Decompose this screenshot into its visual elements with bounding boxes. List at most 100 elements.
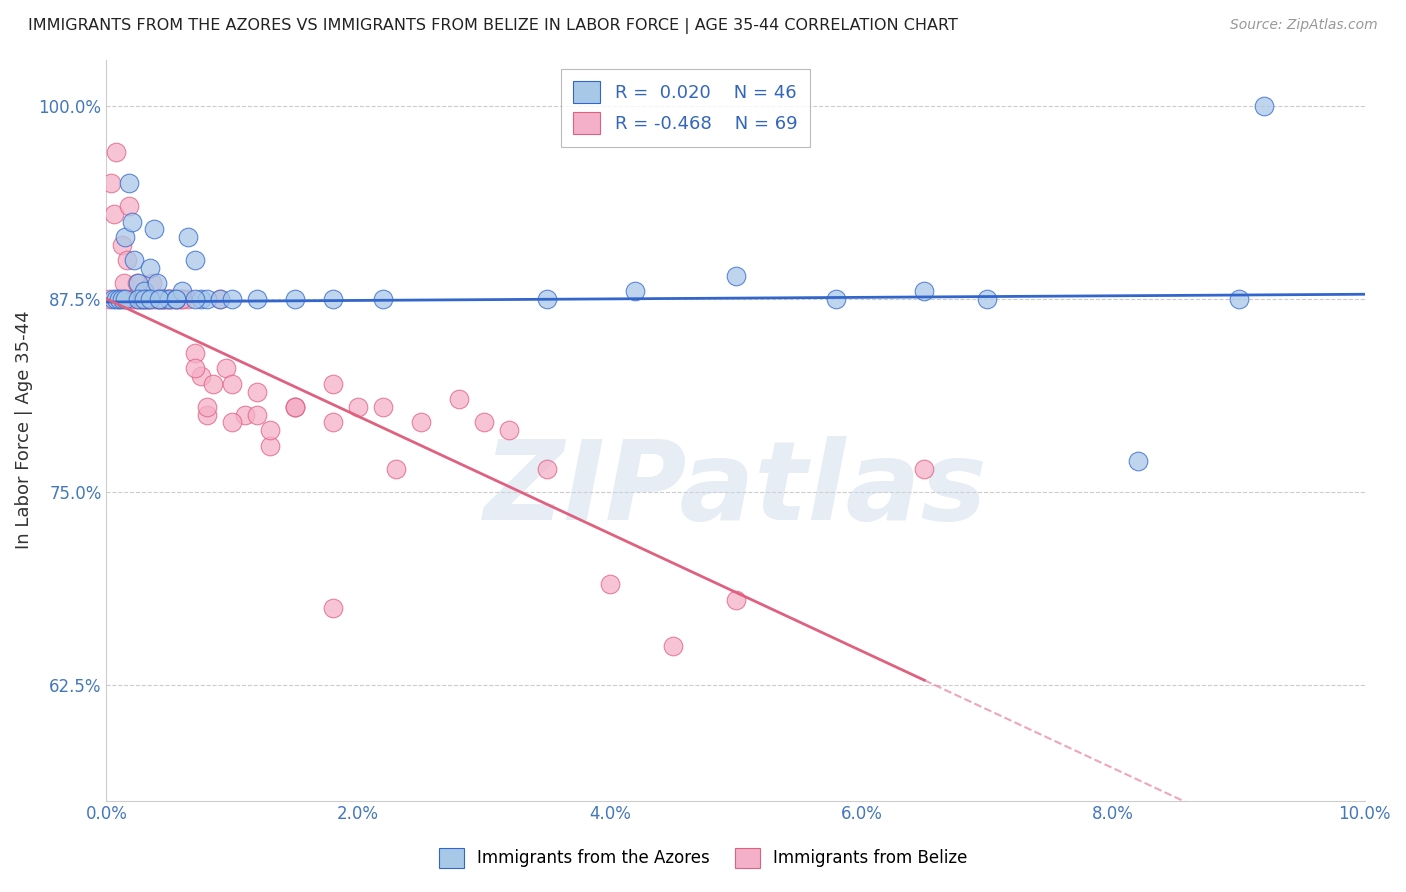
Point — [373, 400, 395, 414]
Point — [127, 292, 149, 306]
Point — [138, 292, 160, 306]
Point — [215, 361, 238, 376]
Point — [322, 292, 344, 306]
Point — [195, 292, 218, 306]
Point — [195, 400, 218, 414]
Point — [148, 292, 170, 306]
Point — [156, 292, 179, 306]
Point — [170, 292, 193, 306]
Text: ZIPatlas: ZIPatlas — [484, 436, 987, 543]
Point — [246, 292, 269, 306]
Point — [472, 416, 495, 430]
Point — [134, 292, 156, 306]
Point — [145, 277, 167, 291]
Point — [160, 292, 183, 306]
Point — [183, 346, 205, 360]
Point — [976, 292, 998, 306]
Point — [131, 292, 153, 306]
Point — [135, 292, 157, 306]
Point — [112, 277, 135, 291]
Point — [134, 292, 156, 306]
Point — [536, 461, 558, 475]
Point — [141, 277, 163, 291]
Point — [165, 292, 187, 306]
Point — [208, 292, 231, 306]
Point — [170, 284, 193, 298]
Point — [127, 292, 149, 306]
Point — [157, 292, 180, 306]
Point — [110, 292, 132, 306]
Point — [385, 461, 408, 475]
Point — [208, 292, 231, 306]
Point — [233, 408, 256, 422]
Point — [322, 600, 344, 615]
Point — [115, 253, 138, 268]
Point — [143, 222, 166, 236]
Point — [912, 284, 935, 298]
Point — [246, 384, 269, 399]
Point — [183, 253, 205, 268]
Point — [118, 176, 141, 190]
Point — [536, 292, 558, 306]
Legend: R =  0.020    N = 46, R = -0.468    N = 69: R = 0.020 N = 46, R = -0.468 N = 69 — [561, 69, 810, 147]
Point — [190, 292, 212, 306]
Point — [128, 292, 150, 306]
Point — [148, 292, 170, 306]
Point — [170, 292, 193, 306]
Point — [1227, 292, 1250, 306]
Point — [202, 376, 225, 391]
Point — [139, 292, 162, 306]
Point — [284, 400, 307, 414]
Point — [157, 292, 180, 306]
Point — [100, 176, 122, 190]
Point — [108, 292, 131, 306]
Point — [139, 292, 162, 306]
Point — [121, 292, 143, 306]
Text: Source: ZipAtlas.com: Source: ZipAtlas.com — [1230, 18, 1378, 32]
Point — [134, 284, 156, 298]
Point — [148, 292, 170, 306]
Point — [825, 292, 848, 306]
Point — [221, 376, 243, 391]
Point — [152, 292, 174, 306]
Point — [195, 408, 218, 422]
Point — [153, 292, 176, 306]
Point — [122, 253, 145, 268]
Point — [409, 416, 432, 430]
Point — [624, 284, 647, 298]
Point — [114, 292, 136, 306]
Point — [724, 593, 747, 607]
Point — [373, 292, 395, 306]
Point — [284, 400, 307, 414]
Point — [105, 292, 128, 306]
Point — [105, 145, 128, 160]
Point — [724, 268, 747, 283]
Point — [121, 215, 143, 229]
Point — [246, 408, 269, 422]
Point — [157, 292, 180, 306]
Point — [169, 292, 191, 306]
Point — [190, 369, 212, 384]
Point — [259, 423, 281, 437]
Point — [165, 292, 187, 306]
Point — [322, 416, 344, 430]
Point — [110, 238, 132, 252]
Point — [97, 292, 120, 306]
Point — [122, 292, 145, 306]
Point — [103, 207, 125, 221]
Point — [139, 260, 162, 275]
Point — [183, 292, 205, 306]
Point — [145, 292, 167, 306]
Point — [118, 199, 141, 213]
Point — [284, 292, 307, 306]
Point — [114, 230, 136, 244]
Point — [1253, 99, 1275, 113]
Point — [127, 277, 149, 291]
Point — [221, 416, 243, 430]
Point — [259, 438, 281, 452]
Point — [152, 292, 174, 306]
Point — [599, 577, 621, 591]
Point — [347, 400, 370, 414]
Point — [912, 461, 935, 475]
Point — [131, 292, 153, 306]
